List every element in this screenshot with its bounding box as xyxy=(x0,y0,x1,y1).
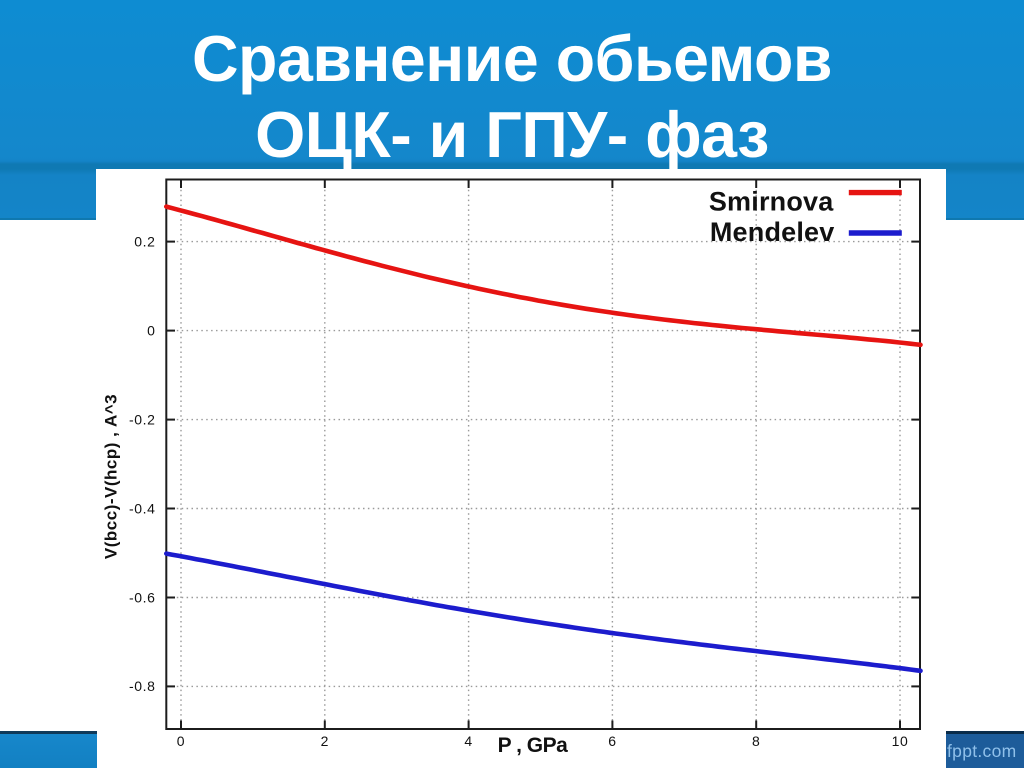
svg-text:Smirnova: Smirnova xyxy=(709,187,834,217)
svg-text:6: 6 xyxy=(608,733,616,749)
svg-text:Mendelev: Mendelev xyxy=(710,217,835,247)
svg-text:2: 2 xyxy=(321,733,329,749)
svg-text:P , GPa: P , GPa xyxy=(498,734,568,757)
svg-text:4: 4 xyxy=(464,733,472,749)
svg-text:8: 8 xyxy=(752,733,760,749)
svg-text:-0.2: -0.2 xyxy=(129,411,156,427)
svg-text:10: 10 xyxy=(892,733,909,749)
svg-text:0.2: 0.2 xyxy=(134,233,155,249)
svg-text:-0.6: -0.6 xyxy=(129,589,156,605)
svg-text:0: 0 xyxy=(177,733,185,749)
svg-text:-0.4: -0.4 xyxy=(129,500,156,516)
svg-text:0: 0 xyxy=(147,322,155,338)
svg-text:-0.8: -0.8 xyxy=(129,678,156,694)
svg-text:V(bcc)-V(hcp) , A^3: V(bcc)-V(hcp) , A^3 xyxy=(102,394,121,559)
